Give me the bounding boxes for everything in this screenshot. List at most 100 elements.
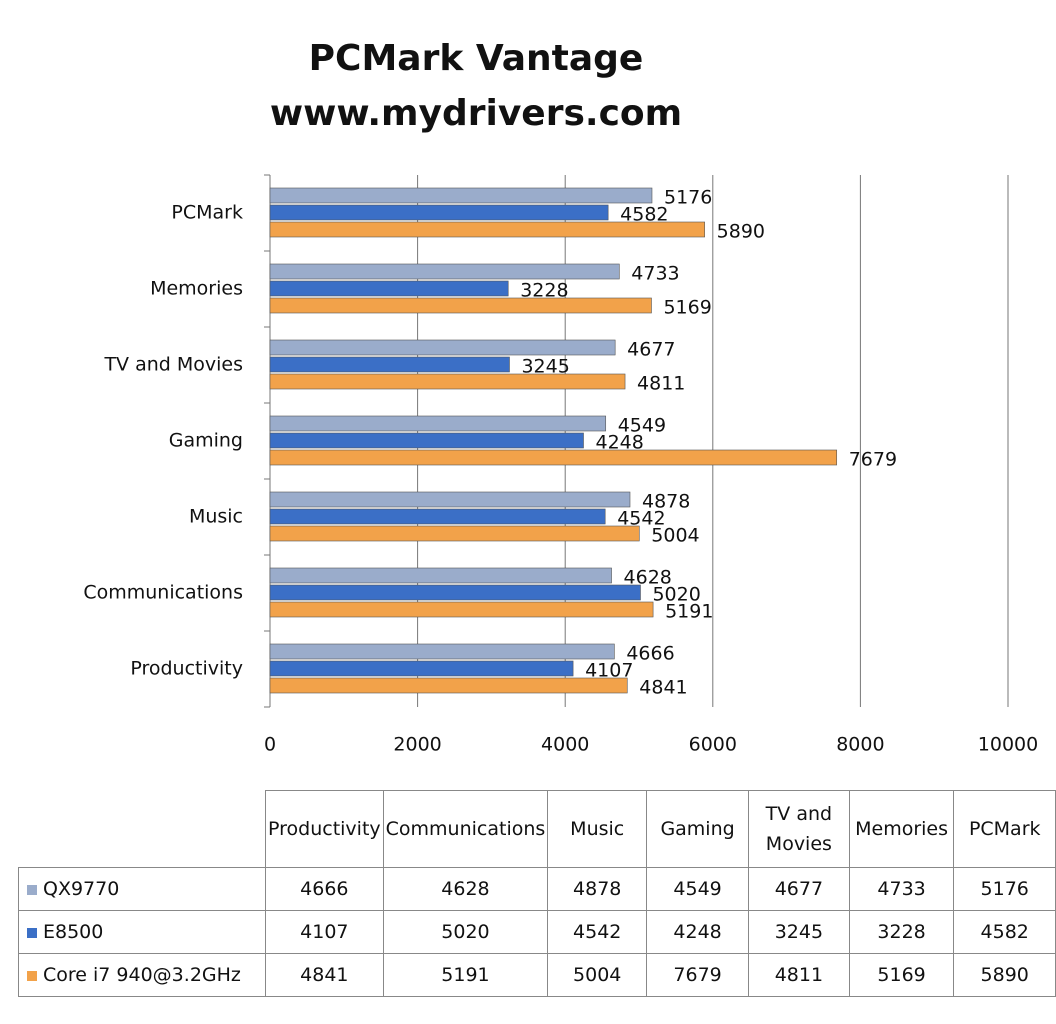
x-tick-label: 6000: [689, 734, 737, 756]
bar: [269, 356, 510, 373]
table-row: QX9770 4666 4628 4878 4549 4677 4733 5176: [18, 867, 1056, 911]
bar: [269, 601, 654, 618]
table-value: 4677: [748, 867, 850, 911]
bar: [269, 567, 612, 584]
table-value: 4841: [265, 953, 384, 997]
value-label: 5176: [664, 187, 712, 209]
y-tick-label: Productivity: [130, 658, 243, 680]
y-tick-label: TV and Movies: [103, 354, 243, 376]
table-header: Communications: [382, 790, 549, 868]
x-tick-label: 10000: [978, 734, 1038, 756]
legend-entry: QX9770: [18, 867, 266, 911]
table-header: Memories: [848, 790, 955, 868]
table-header-row: Productivity Communications Music Gaming TV …: [18, 790, 1056, 868]
value-label: 4811: [637, 373, 685, 395]
value-label: 5004: [651, 525, 699, 547]
table-value: 5169: [848, 953, 955, 997]
legend-key: [27, 885, 37, 895]
table-header: Music: [547, 790, 648, 868]
x-tick-label: 4000: [541, 734, 589, 756]
table-value: 4878: [547, 867, 648, 911]
x-tick-label: 8000: [836, 734, 884, 756]
y-tick-label: Communications: [83, 582, 243, 604]
data-table: Productivity Communications Music Gaming TV …: [18, 790, 1056, 997]
value-label: 4733: [631, 263, 679, 285]
value-label: 4628: [624, 567, 672, 589]
value-label: 3228: [520, 280, 568, 302]
legend-entry: Core i7 940@3.2GHz: [18, 953, 266, 997]
table-value: 3245: [748, 910, 850, 954]
value-label: 4666: [626, 643, 674, 665]
chart-title: PCMark Vantage: [309, 38, 644, 79]
bar: [269, 187, 653, 204]
bar: [269, 280, 509, 297]
value-label: 4107: [585, 660, 633, 682]
bar: [269, 525, 640, 542]
table-row: Core i7 940@3.2GHz 4841 5191 5004 7679 4811 51…: [18, 953, 1056, 997]
table-value: 4248: [646, 910, 750, 954]
table-value: 5191: [382, 953, 549, 997]
legend-key: [27, 971, 37, 981]
table-header: Gaming: [646, 790, 750, 868]
legend-key: [27, 928, 37, 938]
table-value: 4733: [848, 867, 955, 911]
table-row: E8500 4107 5020 4542 4248 3245 3228 4582: [18, 910, 1056, 954]
value-label: 4582: [620, 204, 668, 226]
table-corner: [18, 790, 266, 868]
legend-label: E8500: [43, 921, 104, 943]
y-tick-label: Music: [189, 506, 243, 528]
bar: [269, 263, 620, 280]
y-tick-label: Gaming: [169, 430, 243, 452]
legend-entry: E8500: [18, 910, 266, 954]
bar: [269, 660, 574, 677]
bar: [269, 584, 641, 601]
value-label: 5020: [652, 584, 700, 606]
value-label: 5890: [717, 221, 765, 243]
bar: [269, 677, 628, 694]
table-value: 5890: [953, 953, 1056, 997]
bar: [269, 491, 631, 508]
bar: [269, 432, 584, 449]
bar: [269, 508, 606, 525]
value-label: 4841: [639, 677, 687, 699]
chart-subtitle: www.mydrivers.com: [270, 93, 682, 134]
y-tick-label: Memories: [150, 278, 243, 300]
value-label: 4878: [642, 491, 690, 513]
table-header: Productivity: [265, 790, 384, 868]
table-value: 5176: [953, 867, 1056, 911]
bar: [269, 643, 615, 660]
table-value: 7679: [646, 953, 750, 997]
bar: [269, 204, 609, 221]
x-tick-label: 2000: [393, 734, 441, 756]
bar: [269, 339, 616, 356]
value-label: 4677: [627, 339, 675, 361]
table-header: TV and Movies: [748, 790, 850, 868]
value-label: 5169: [663, 297, 711, 319]
value-label: 4549: [618, 415, 666, 437]
table-value: 4666: [265, 867, 384, 911]
value-label: 7679: [849, 449, 897, 471]
y-tick-label: PCMark: [171, 202, 243, 224]
bar: [269, 373, 626, 390]
legend-label: Core i7 940@3.2GHz: [43, 964, 241, 986]
value-label: 5191: [665, 601, 713, 623]
table-value: 4582: [953, 910, 1056, 954]
legend-label: QX9770: [43, 878, 120, 900]
table-value: 5004: [547, 953, 648, 997]
value-label: 4542: [617, 508, 665, 530]
table-value: 4542: [547, 910, 648, 954]
bar: [269, 221, 705, 238]
table-header: PCMark: [953, 790, 1056, 868]
value-label: 4248: [596, 432, 644, 454]
table-value: 3228: [848, 910, 955, 954]
table-value: 5020: [382, 910, 549, 954]
table-value: 4107: [265, 910, 384, 954]
x-tick-label: 0: [264, 734, 276, 756]
bar: [269, 449, 838, 466]
value-label: 3245: [521, 356, 569, 378]
table-value: 4549: [646, 867, 750, 911]
bar: [269, 415, 607, 432]
table-value: 4628: [382, 867, 549, 911]
